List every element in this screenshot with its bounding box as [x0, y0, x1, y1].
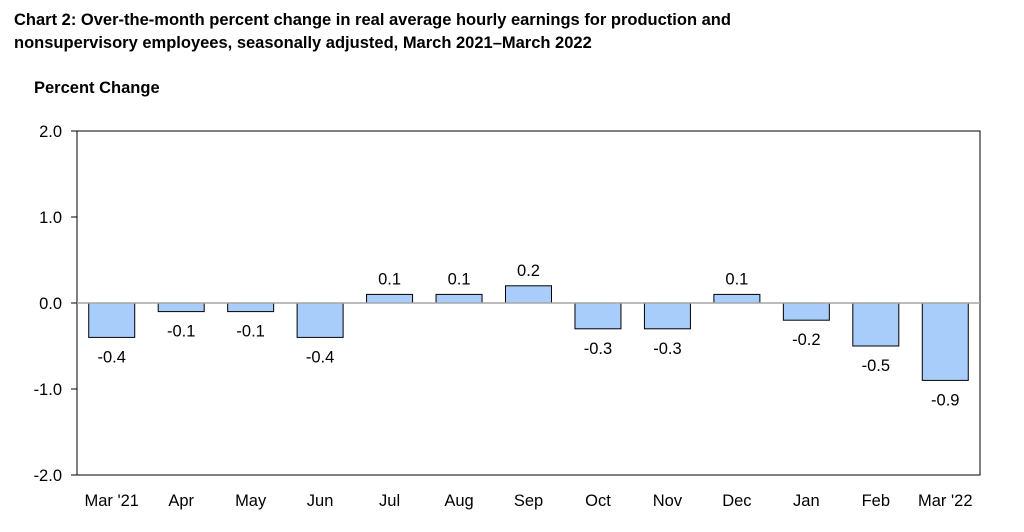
y-axis-label: Percent Change — [34, 79, 160, 97]
bar — [505, 285, 552, 304]
y-axis-ticks: 2.0 1.0 0.0 -1.0 -2.0 — [34, 123, 77, 485]
x-tick-label: Mar '22 — [918, 492, 973, 510]
x-tick-label: Jun — [307, 492, 334, 510]
bar — [435, 293, 483, 304]
chart-title-line-2: nonsupervisory employees, seasonally adj… — [14, 34, 592, 52]
x-tick-label: Jul — [379, 492, 400, 510]
chart-title-line-1: Chart 2: Over-the-month percent change i… — [14, 11, 731, 29]
x-tick-label: Dec — [722, 492, 751, 510]
y-tick-label: 2.0 — [39, 123, 62, 141]
data-label: 0.1 — [378, 270, 401, 288]
data-label: -0.4 — [98, 348, 126, 366]
data-labels: -0.4 -0.1 -0.1 -0.4 0.1 0.1 0.2 -0.3 -0.3 0.1 -0.2… — [98, 262, 960, 410]
bar — [921, 302, 969, 381]
data-label: 0.1 — [448, 270, 471, 288]
data-label: 0.1 — [725, 270, 748, 288]
y-tick-label: 1.0 — [39, 209, 62, 227]
bar — [643, 302, 691, 330]
x-tick-label: Nov — [653, 492, 683, 510]
bar — [782, 302, 830, 321]
bar — [227, 302, 275, 313]
data-label: -0.5 — [862, 357, 890, 375]
x-tick-label: Apr — [168, 492, 194, 510]
x-tick-label: Feb — [862, 492, 890, 510]
bars-group — [88, 285, 969, 381]
y-tick-label: -2.0 — [34, 467, 62, 485]
data-label: 0.2 — [517, 262, 540, 280]
data-label: -0.3 — [653, 340, 681, 358]
x-tick-label: Mar '21 — [84, 492, 139, 510]
x-tick-label: Oct — [585, 492, 611, 510]
x-tick-label: Aug — [444, 492, 473, 510]
data-label: -0.1 — [236, 323, 264, 341]
data-label: -0.1 — [167, 323, 195, 341]
data-label: -0.3 — [584, 340, 612, 358]
data-label: -0.4 — [306, 348, 334, 366]
bar — [574, 302, 622, 330]
y-tick-label: 0.0 — [39, 295, 62, 313]
bar — [713, 293, 761, 304]
bar — [296, 302, 344, 338]
bar — [157, 302, 205, 313]
x-tick-label: Sep — [514, 492, 543, 510]
bar — [366, 293, 414, 304]
bar — [88, 302, 136, 338]
x-axis-ticks: Mar '21 Apr May Jun Jul Aug Sep Oct Nov Dec Jan Feb… — [84, 492, 972, 510]
data-label: -0.9 — [931, 391, 959, 409]
y-tick-label: -1.0 — [34, 381, 62, 399]
x-tick-label: Jan — [793, 492, 820, 510]
x-tick-label: May — [235, 492, 267, 510]
chart-title: Chart 2: Over-the-month percent change i… — [14, 9, 1004, 55]
bar — [852, 302, 900, 347]
data-label: -0.2 — [792, 331, 820, 349]
